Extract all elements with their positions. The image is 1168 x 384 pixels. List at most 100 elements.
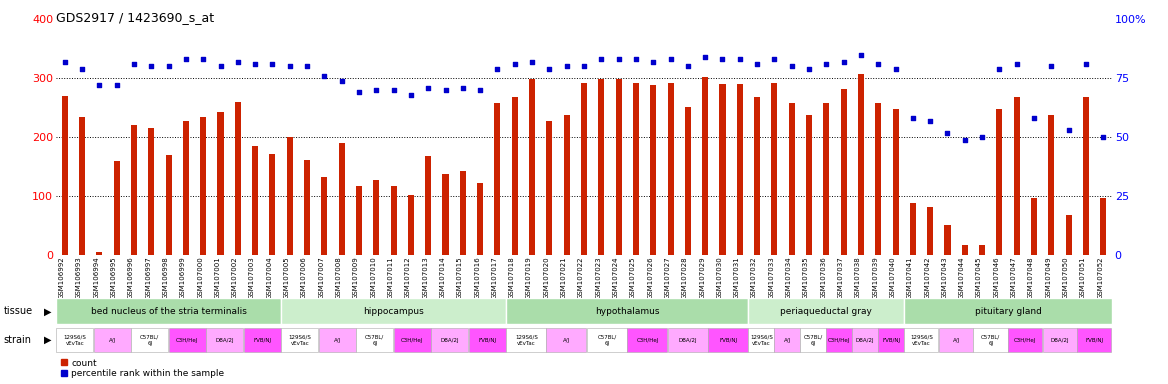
- Text: GSM107029: GSM107029: [700, 257, 705, 299]
- Bar: [1014, 97, 1020, 255]
- Text: C3H/HeJ: C3H/HeJ: [176, 338, 199, 343]
- Text: GSM107027: GSM107027: [665, 257, 670, 299]
- Text: GSM107033: GSM107033: [769, 257, 774, 299]
- Bar: [113, 161, 119, 255]
- Point: [384, 87, 403, 93]
- Bar: [826, 328, 851, 353]
- Bar: [131, 126, 137, 255]
- Text: C57BL/
6J: C57BL/ 6J: [804, 335, 823, 346]
- Bar: [904, 298, 1112, 324]
- Bar: [927, 207, 933, 255]
- Bar: [1008, 328, 1042, 353]
- Bar: [996, 109, 1002, 255]
- Point: [783, 63, 801, 70]
- Text: hippocampus: hippocampus: [363, 307, 424, 316]
- Point: [714, 56, 732, 63]
- Text: GSM107048: GSM107048: [1028, 257, 1034, 299]
- Text: GSM107019: GSM107019: [526, 257, 533, 299]
- Text: 129S6/S
vEvTac: 129S6/S vEvTac: [288, 335, 312, 346]
- Bar: [788, 103, 794, 255]
- Point: [245, 61, 264, 67]
- Text: GSM107018: GSM107018: [509, 257, 515, 299]
- Point: [402, 92, 420, 98]
- Text: GSM106998: GSM106998: [162, 257, 168, 299]
- Text: hypothalamus: hypothalamus: [595, 307, 660, 316]
- Text: GSM107002: GSM107002: [231, 257, 238, 299]
- Text: GSM106999: GSM106999: [180, 257, 186, 299]
- Bar: [206, 328, 243, 353]
- Bar: [878, 328, 904, 353]
- Bar: [56, 298, 281, 324]
- Text: C57BL/
6J: C57BL/ 6J: [981, 335, 1001, 346]
- Text: C57BL/
6J: C57BL/ 6J: [366, 335, 384, 346]
- Text: A/J: A/J: [109, 338, 116, 343]
- Bar: [477, 183, 484, 255]
- Bar: [168, 328, 206, 353]
- Point: [1059, 127, 1078, 133]
- Bar: [719, 84, 725, 255]
- Text: pituitary gland: pituitary gland: [974, 307, 1042, 316]
- Text: GSM107020: GSM107020: [543, 257, 549, 299]
- Text: GSM107023: GSM107023: [596, 257, 602, 299]
- Text: FVB/NJ: FVB/NJ: [478, 338, 496, 343]
- Point: [730, 56, 749, 63]
- Point: [90, 82, 109, 88]
- Text: GSM107012: GSM107012: [405, 257, 411, 299]
- Text: GSM107038: GSM107038: [855, 257, 861, 299]
- Bar: [973, 328, 1008, 353]
- Bar: [56, 328, 93, 353]
- Text: GSM107051: GSM107051: [1080, 257, 1086, 299]
- Text: strain: strain: [4, 335, 32, 345]
- Bar: [668, 328, 708, 353]
- Bar: [684, 107, 691, 255]
- Bar: [512, 97, 517, 255]
- Bar: [529, 79, 535, 255]
- Text: GSM107026: GSM107026: [647, 257, 653, 299]
- Text: GSM106992: GSM106992: [58, 257, 64, 299]
- Text: GSM107000: GSM107000: [197, 257, 203, 299]
- Text: GSM107017: GSM107017: [492, 257, 498, 299]
- Text: GSM106993: GSM106993: [76, 257, 82, 299]
- Text: GSM107025: GSM107025: [630, 257, 635, 299]
- Bar: [148, 128, 154, 255]
- Bar: [1031, 197, 1037, 255]
- Text: GSM107014: GSM107014: [439, 257, 445, 299]
- Text: GSM107041: GSM107041: [906, 257, 913, 299]
- Text: GSM107028: GSM107028: [682, 257, 688, 299]
- Bar: [506, 298, 749, 324]
- Point: [419, 84, 438, 91]
- Bar: [356, 328, 394, 353]
- Point: [436, 87, 454, 93]
- Text: periaqueductal gray: periaqueductal gray: [780, 307, 872, 316]
- Text: DBA/2J: DBA/2J: [440, 338, 459, 343]
- Bar: [771, 83, 778, 255]
- Point: [142, 63, 161, 70]
- Text: GSM107011: GSM107011: [388, 257, 394, 299]
- Text: GSM107024: GSM107024: [613, 257, 619, 299]
- Point: [315, 73, 334, 79]
- Bar: [468, 328, 506, 353]
- Text: 129S6/S
vEvTac: 129S6/S vEvTac: [910, 335, 933, 346]
- Point: [904, 115, 923, 121]
- Bar: [321, 177, 327, 255]
- Point: [1042, 63, 1061, 70]
- Text: C3H/HeJ: C3H/HeJ: [637, 338, 659, 343]
- Bar: [1100, 197, 1106, 255]
- Bar: [443, 174, 449, 255]
- Bar: [270, 154, 276, 255]
- Bar: [356, 186, 362, 255]
- Text: GSM107031: GSM107031: [734, 257, 739, 299]
- Bar: [93, 328, 131, 353]
- Text: GSM107039: GSM107039: [872, 257, 878, 299]
- Bar: [586, 328, 627, 353]
- Text: DBA/2J: DBA/2J: [216, 338, 234, 343]
- Text: A/J: A/J: [784, 338, 791, 343]
- Text: GSM107016: GSM107016: [474, 257, 480, 299]
- Text: DBA/2J: DBA/2J: [679, 338, 697, 343]
- Point: [211, 63, 230, 70]
- Point: [1094, 134, 1113, 141]
- Text: 129S6/S
vEvTac: 129S6/S vEvTac: [750, 335, 773, 346]
- Bar: [547, 121, 552, 255]
- Point: [471, 87, 489, 93]
- Text: GSM107037: GSM107037: [837, 257, 843, 299]
